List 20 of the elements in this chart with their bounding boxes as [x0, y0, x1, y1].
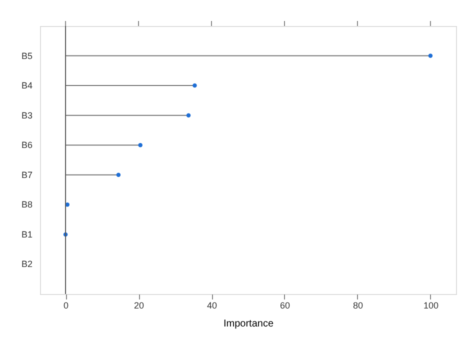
point	[428, 54, 433, 58]
point	[138, 142, 142, 148]
point	[192, 83, 197, 88]
y-tick-label: B1	[21, 229, 32, 240]
y-tick-label: B3	[21, 110, 32, 120]
x-tick-label: 0	[64, 300, 69, 310]
x-tick-label: 100	[423, 300, 438, 310]
point	[116, 172, 121, 178]
y-tick-label: B4	[21, 80, 32, 91]
x-tick-label: 80	[352, 300, 363, 310]
y-tick-label: B7	[21, 170, 32, 180]
x-tick-label: 40	[207, 300, 218, 310]
y-tick-label: B2	[21, 259, 32, 270]
point	[186, 113, 191, 118]
x-axis-title: Importance	[223, 318, 274, 330]
x-tick-label: 60	[280, 300, 290, 310]
y-tick-label: B5	[21, 50, 32, 61]
y-tick-label: B8	[21, 200, 32, 210]
y-tick-label: B6	[21, 140, 32, 150]
x-tick-label: 20	[134, 300, 144, 310]
